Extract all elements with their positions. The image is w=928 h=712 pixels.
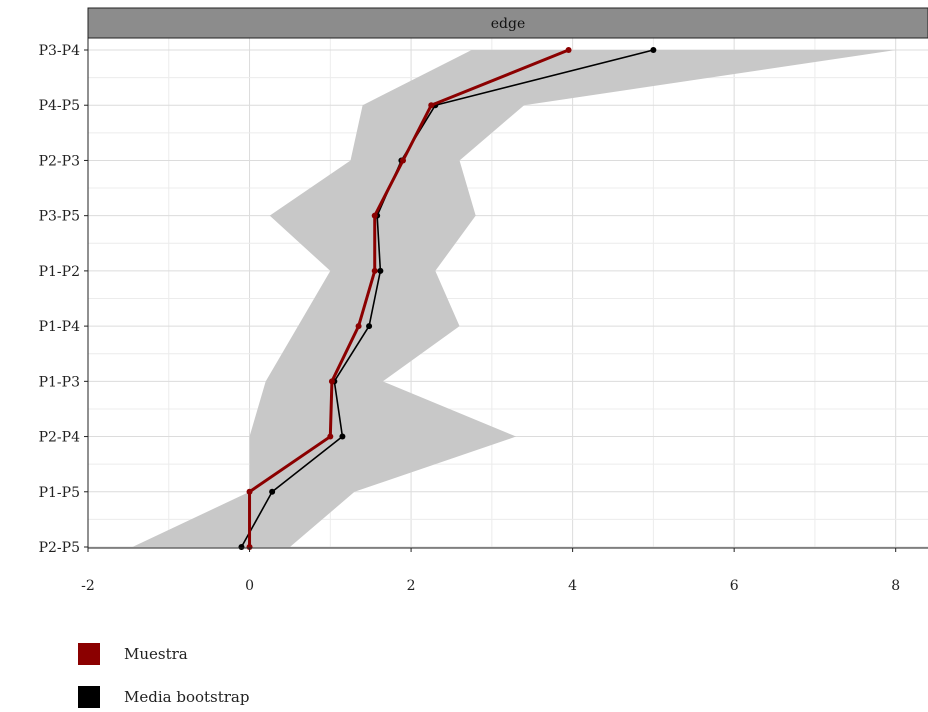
series-point-media-bootstrap (377, 267, 384, 274)
series-point-muestra (355, 323, 362, 330)
x-tick-label: -2 (81, 578, 95, 594)
x-tick-label: 4 (568, 578, 577, 594)
series-point-muestra (428, 102, 435, 109)
legend-label-muestra: Muestra (124, 645, 188, 663)
series-point-muestra (328, 378, 335, 385)
series-point-muestra (246, 488, 253, 495)
y-tick-label: P4-P5 (39, 98, 80, 114)
series-layer (238, 47, 657, 550)
series-point-muestra (400, 157, 406, 164)
strip-background (87, 7, 928, 39)
legend-label-media-bootstrap: Media bootstrap (124, 688, 250, 706)
y-tick-label: P1-P4 (39, 319, 80, 335)
legend-item-muestra: Muestra (78, 643, 188, 665)
x-axis: -2 0 2 4 6 8 (81, 548, 900, 594)
series-line-muestra (248, 48, 570, 547)
x-tick-label: 8 (891, 578, 900, 594)
series-point-media-bootstrap (238, 544, 245, 550)
series-point-media-bootstrap (269, 488, 276, 495)
y-tick-label: P1-P2 (39, 264, 80, 280)
y-tick-label: P3-P5 (39, 209, 80, 225)
panel-background (88, 38, 928, 548)
series-point-media-bootstrap (339, 433, 346, 440)
x-tick-label: 0 (245, 578, 254, 594)
legend-swatch-muestra (78, 643, 100, 665)
y-tick-label: P2-P3 (39, 153, 80, 169)
series-point-media-bootstrap (366, 323, 373, 330)
y-tick-label: P2-P4 (39, 430, 80, 446)
y-tick-label: P1-P5 (39, 485, 80, 501)
series-point-muestra (565, 47, 572, 53)
y-axis: P3-P4 P4-P5 P2-P3 P3-P5 P1-P2 P1-P4 P1-P3 P2-P4… (39, 43, 88, 556)
y-tick-label: P2-P5 (39, 540, 80, 556)
y-tick-label: P1-P3 (39, 374, 80, 390)
bootstrap-interval-band (132, 50, 896, 547)
series-point-muestra (371, 212, 378, 219)
legend-swatch-media-bootstrap (78, 686, 100, 708)
y-tick-label: P3-P4 (39, 43, 80, 59)
legend-item-media-bootstrap: Media bootstrap (78, 686, 249, 708)
series-point-muestra (371, 267, 378, 274)
strip-header: edge (87, 7, 928, 39)
x-tick-label: 6 (730, 578, 739, 594)
x-tick-label: 2 (407, 578, 416, 594)
grid (87, 38, 928, 548)
series-point-media-bootstrap (650, 47, 657, 53)
plot-panel (87, 38, 928, 550)
strip-label: edge (491, 16, 526, 32)
series-point-muestra (327, 433, 334, 440)
